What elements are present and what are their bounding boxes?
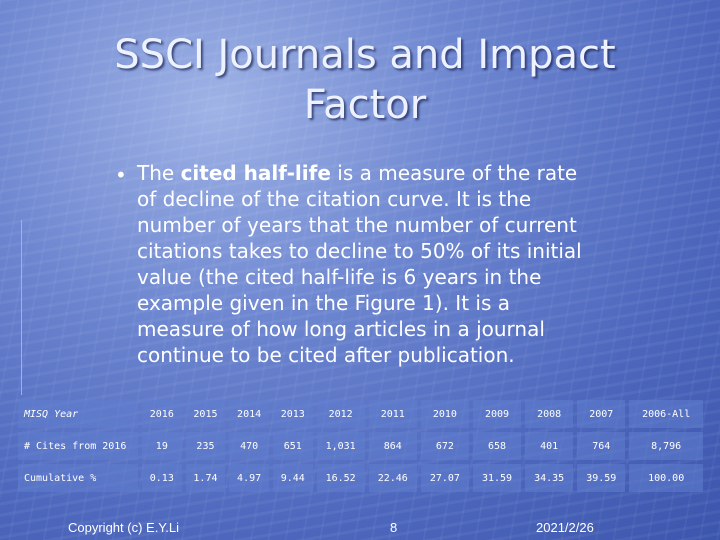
table-cell: 2011 bbox=[368, 400, 417, 428]
table-cell: 651 bbox=[272, 432, 313, 460]
title-line-2: Factor bbox=[303, 82, 427, 128]
table-cell: 401 bbox=[525, 432, 574, 460]
table-cell: 2007 bbox=[577, 400, 626, 428]
table-cell: 1.74 bbox=[185, 464, 226, 492]
title-line-1: SSCI Journals and Impact bbox=[114, 32, 616, 78]
bullet-text-bold: cited half-life bbox=[180, 161, 331, 185]
table-cell: 19 bbox=[142, 432, 182, 460]
table-cell: 16.52 bbox=[316, 464, 365, 492]
decorative-vertical-line bbox=[21, 220, 22, 395]
table-cell: 8,796 bbox=[629, 432, 703, 460]
row-header: MISQ Year bbox=[18, 400, 138, 428]
citation-table: MISQ Year 2016 2015 2014 2013 2012 2011 2010 200… bbox=[14, 396, 707, 496]
table-cell: 2015 bbox=[185, 400, 226, 428]
table-cell: 27.07 bbox=[420, 464, 469, 492]
table-cell: 2013 bbox=[272, 400, 313, 428]
bullet-dot-icon: • bbox=[115, 163, 127, 187]
table-cell: 100.00 bbox=[629, 464, 703, 492]
table-cell: 764 bbox=[577, 432, 626, 460]
table-cell: 2010 bbox=[420, 400, 469, 428]
table-row: Cumulative % 0.13 1.74 4.97 9.44 16.52 22.46 27… bbox=[18, 464, 703, 492]
table-cell: 470 bbox=[229, 432, 269, 460]
table-cell: 1,031 bbox=[316, 432, 365, 460]
table-cell: 31.59 bbox=[472, 464, 522, 492]
table-cell: 22.46 bbox=[368, 464, 417, 492]
slide-title: SSCI Journals and Impact Factor bbox=[60, 30, 670, 130]
table-cell: 2016 bbox=[142, 400, 182, 428]
footer-page-number: 8 bbox=[390, 520, 398, 535]
table-row: MISQ Year 2016 2015 2014 2013 2012 2011 2010 200… bbox=[18, 400, 703, 428]
table-cell: 4.97 bbox=[229, 464, 269, 492]
footer-date: 2021/2/26 bbox=[536, 520, 594, 535]
row-header: # Cites from 2016 bbox=[18, 432, 138, 460]
bullet-text-pre: The bbox=[137, 161, 181, 185]
table-cell: 672 bbox=[420, 432, 469, 460]
bullet-point: • The cited half-life is a measure of th… bbox=[115, 160, 595, 368]
table-cell: 9.44 bbox=[272, 464, 313, 492]
table-cell: 235 bbox=[185, 432, 226, 460]
table-cell: 658 bbox=[472, 432, 522, 460]
table-cell: 39.59 bbox=[577, 464, 626, 492]
table-cell: 2006-All bbox=[629, 400, 703, 428]
table-cell: 2012 bbox=[316, 400, 365, 428]
table-cell: 0.13 bbox=[142, 464, 182, 492]
bullet-text: The cited half-life is a measure of the … bbox=[137, 160, 595, 368]
table-cell: 2014 bbox=[229, 400, 269, 428]
table-cell: 2009 bbox=[472, 400, 522, 428]
footer-copyright: Copyright (c) E.Y.Li bbox=[68, 520, 180, 535]
table-cell: 2008 bbox=[525, 400, 574, 428]
table-cell: 34.35 bbox=[525, 464, 574, 492]
table-row: # Cites from 2016 19 235 470 651 1,031 864 672 6… bbox=[18, 432, 703, 460]
bullet-text-post: is a measure of the rate of decline of t… bbox=[137, 161, 582, 367]
row-header: Cumulative % bbox=[18, 464, 138, 492]
table-cell: 864 bbox=[368, 432, 417, 460]
